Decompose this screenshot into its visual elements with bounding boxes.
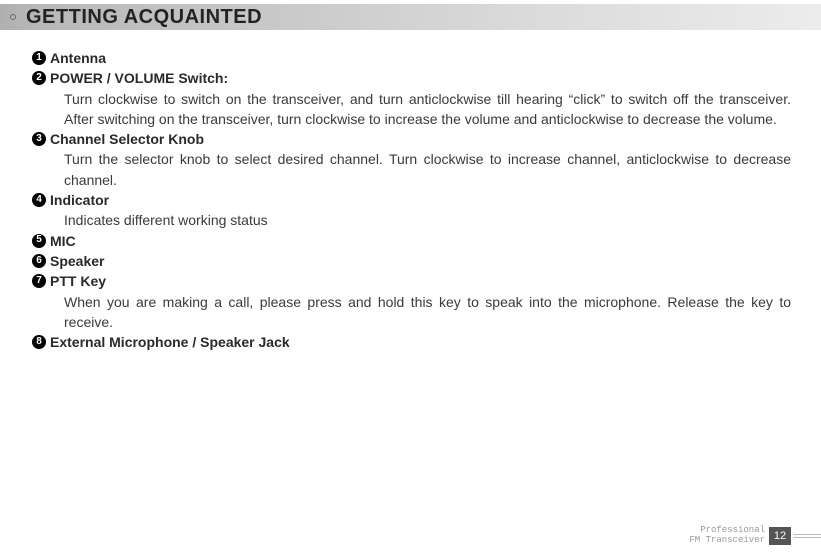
content-list: 1 Antenna 2 POWER / VOLUME Switch: Turn … (32, 48, 791, 352)
item-title: MIC (50, 231, 76, 251)
item-title: Antenna (50, 48, 106, 68)
list-item: 3 Channel Selector Knob (32, 129, 791, 149)
item-title: Channel Selector Knob (50, 129, 204, 149)
footer: Professional FM Transceiver 12 (689, 525, 821, 547)
item-title: PTT Key (50, 271, 106, 291)
list-item: 1 Antenna (32, 48, 791, 68)
item-title: External Microphone / Speaker Jack (50, 332, 290, 352)
number-badge-icon: 2 (32, 71, 46, 85)
number-badge-icon: 4 (32, 193, 46, 207)
list-item: 2 POWER / VOLUME Switch: (32, 68, 791, 88)
number-badge-icon: 8 (32, 335, 46, 349)
header-bullet-icon (10, 14, 16, 20)
list-item: 4 Indicator (32, 190, 791, 210)
item-description: Indicates different working status (64, 210, 791, 230)
list-item: 5 MIC (32, 231, 791, 251)
page-title: GETTING ACQUAINTED (26, 6, 262, 29)
item-description: Turn clockwise to switch on the transcei… (64, 89, 791, 130)
list-item: 7 PTT Key (32, 271, 791, 291)
list-item: 6 Speaker (32, 251, 791, 271)
item-title: Speaker (50, 251, 104, 271)
item-description: Turn the selector knob to select desired… (64, 149, 791, 190)
list-item: 8 External Microphone / Speaker Jack (32, 332, 791, 352)
page-number: 12 (769, 527, 791, 545)
footer-line2: FM Transceiver (689, 536, 765, 546)
number-badge-icon: 3 (32, 132, 46, 146)
footer-decoration-icon (791, 527, 821, 545)
header-bar: GETTING ACQUAINTED (0, 4, 821, 30)
item-title: Indicator (50, 190, 109, 210)
footer-label: Professional FM Transceiver (689, 526, 765, 546)
number-badge-icon: 7 (32, 274, 46, 288)
number-badge-icon: 1 (32, 51, 46, 65)
number-badge-icon: 5 (32, 234, 46, 248)
item-description: When you are making a call, please press… (64, 292, 791, 333)
number-badge-icon: 6 (32, 254, 46, 268)
item-title: POWER / VOLUME Switch: (50, 68, 228, 88)
